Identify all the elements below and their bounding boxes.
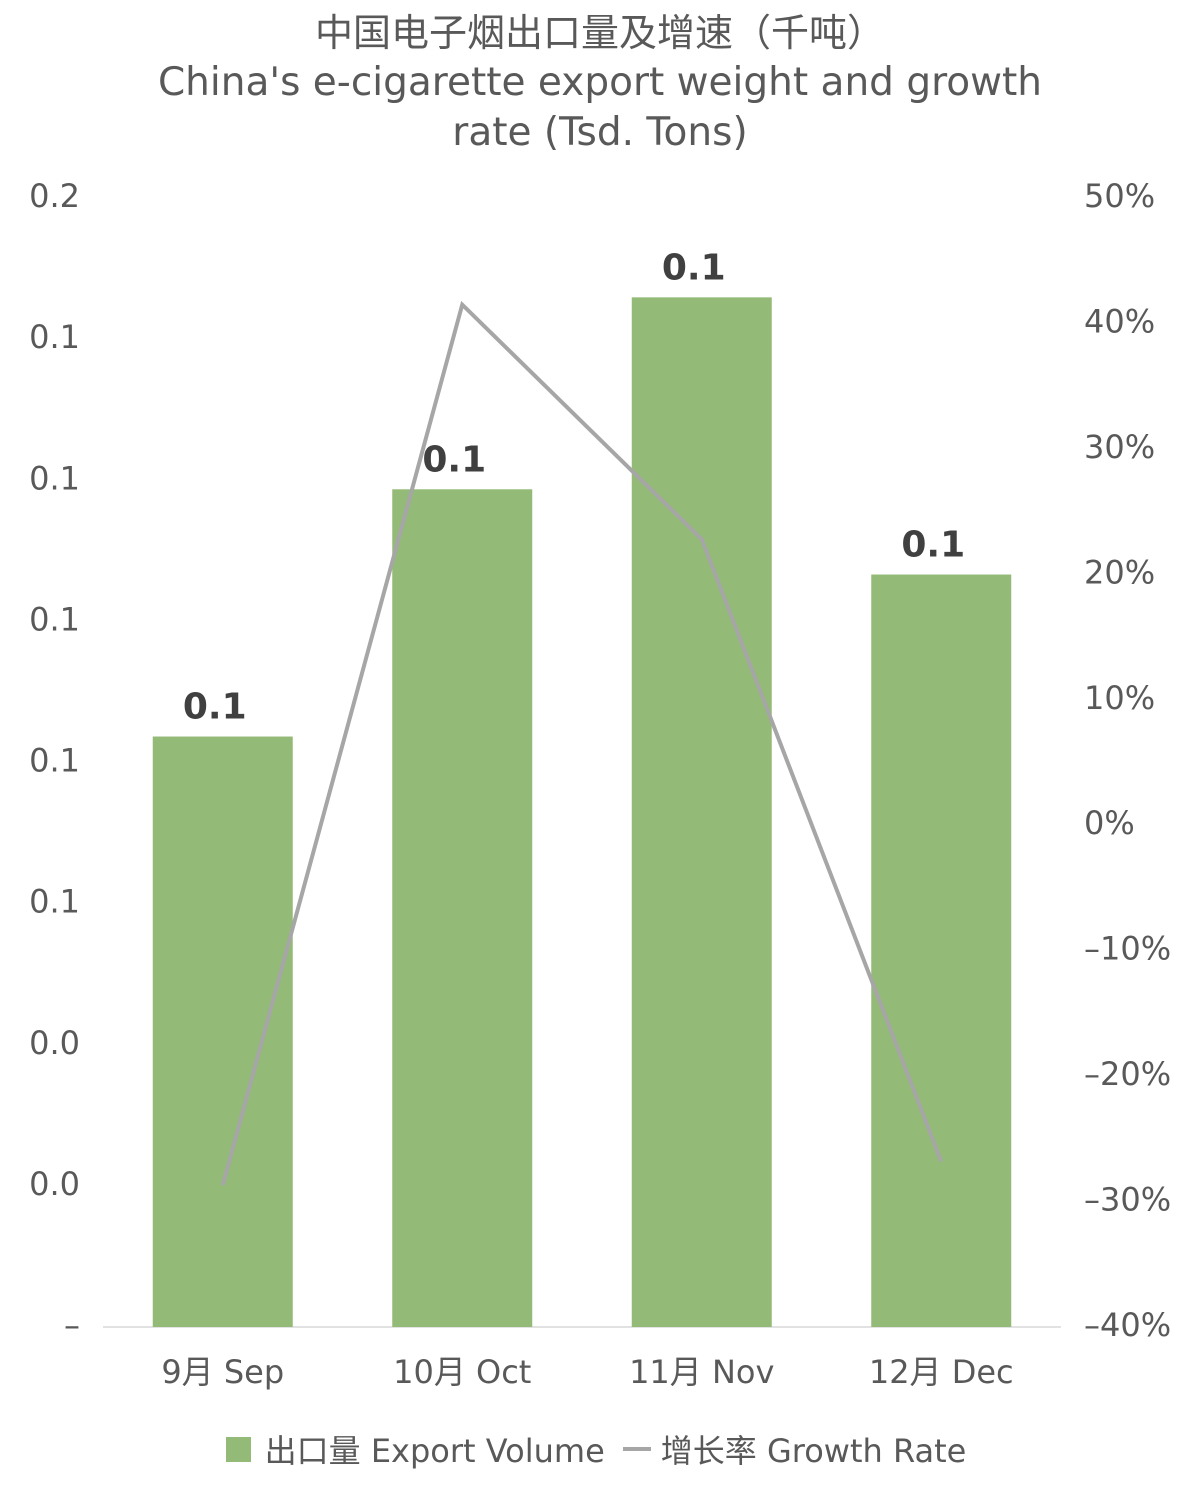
x-tick-label: 10月 Oct bbox=[393, 1353, 531, 1391]
legend-item: 增长率 Growth Rate bbox=[613, 1426, 967, 1472]
chart-subtitle: China's e-cigarette export weight and gr… bbox=[157, 60, 1043, 155]
header: 中国电子烟出口量及增速（千吨） China's e-cigarette expo… bbox=[120, 8, 1080, 158]
bar bbox=[392, 489, 533, 1328]
legend-label: 出口量 Export Volume bbox=[264, 1432, 605, 1470]
y-tick-label: 0.1 bbox=[29, 883, 80, 921]
y2-tick-label: 30% bbox=[1084, 428, 1155, 466]
y2-tick-label: 20% bbox=[1084, 553, 1155, 591]
bar bbox=[871, 574, 1012, 1327]
y-tick-label: 0.1 bbox=[29, 459, 80, 497]
y2-tick-label: –10% bbox=[1084, 930, 1171, 968]
y-tick-label: – bbox=[64, 1306, 80, 1344]
line bbox=[220, 300, 944, 1186]
legend-swatch bbox=[622, 1447, 651, 1451]
y-tick-label: 0.1 bbox=[29, 742, 80, 780]
chart: – 0.0 0.0 0.1 0.1 0.1 0.1 0.1 0.2 –40% –30% –20% –10… bbox=[29, 177, 1171, 1391]
value-label: 0.1 bbox=[662, 247, 726, 288]
chart-title: 中国电子烟出口量及增速（千吨） bbox=[314, 11, 885, 55]
y-tick-label: 0.1 bbox=[29, 318, 80, 356]
x-tick-label: 12月 Dec bbox=[869, 1353, 1014, 1391]
y2-tick-label: –40% bbox=[1084, 1306, 1171, 1344]
legend: 出口量 Export Volume 增长率 Growth Rate bbox=[0, 1426, 1200, 1472]
y2-tick-label: 40% bbox=[1084, 302, 1155, 340]
x-tick-label: 11月 Nov bbox=[629, 1353, 774, 1391]
y2-tick-label: –20% bbox=[1084, 1055, 1171, 1093]
value-label: 0.1 bbox=[422, 439, 486, 480]
x-tick-label: 9月 Sep bbox=[161, 1353, 284, 1391]
y-tick-label: 0.1 bbox=[29, 600, 80, 638]
value-label: 0.1 bbox=[901, 525, 965, 566]
legend-item: 出口量 Export Volume bbox=[225, 1426, 605, 1472]
y2-tick-label: 50% bbox=[1084, 177, 1155, 215]
y2-tick-label: 0% bbox=[1084, 804, 1135, 842]
value-label: 0.1 bbox=[183, 687, 247, 728]
y2-tick-label: –30% bbox=[1084, 1181, 1171, 1219]
legend-swatch bbox=[225, 1436, 251, 1462]
bar bbox=[152, 736, 293, 1327]
y-tick-label: 0.0 bbox=[29, 1024, 80, 1062]
y-tick-label: 0.2 bbox=[29, 177, 80, 215]
legend-label: 增长率 Growth Rate bbox=[660, 1432, 967, 1470]
bar bbox=[631, 297, 772, 1327]
y2-tick-label: 10% bbox=[1084, 679, 1155, 717]
y-tick-label: 0.0 bbox=[29, 1165, 80, 1203]
